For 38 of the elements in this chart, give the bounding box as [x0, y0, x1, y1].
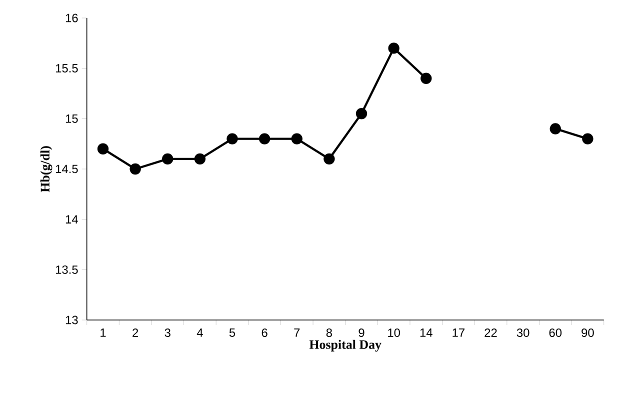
point: [291, 133, 302, 144]
y-tick-label: 13: [66, 316, 78, 324]
point: [226, 133, 238, 144]
point: [420, 72, 432, 84]
y-tick-label: 14: [66, 215, 78, 224]
point: [582, 133, 594, 144]
y-tick-label: 15.5: [56, 64, 78, 72]
x-tick-label: 22: [484, 328, 497, 337]
point: [258, 133, 270, 144]
x-axis-title: Hospital Day: [309, 340, 382, 352]
point: [550, 123, 561, 134]
x-tick-label: 3: [164, 328, 170, 337]
x-tick-label: 14: [420, 328, 432, 337]
point: [324, 153, 335, 165]
x-tick-label: 1: [100, 328, 106, 337]
x-tick-label: 30: [516, 328, 530, 337]
y-tick-label: 15: [66, 114, 78, 123]
x-tick-label: 10: [388, 328, 400, 337]
point: [130, 163, 141, 175]
y-axis-title: Hb(g/dl): [40, 146, 52, 192]
x-tick-label: 90: [582, 328, 594, 337]
y-tick-label: 14.5: [56, 164, 78, 174]
x-tick-label: 9: [358, 328, 364, 337]
x-tick-label: 17: [452, 328, 464, 337]
point: [356, 108, 368, 120]
point: [194, 153, 206, 165]
x-tick-label: 60: [549, 328, 562, 337]
point: [97, 143, 109, 154]
point: [162, 153, 174, 165]
x-tick-label: 2: [132, 328, 138, 337]
y-tick-label: 16: [66, 14, 78, 22]
x-tick-label: 7: [294, 328, 300, 337]
y-tick-label: 13.5: [56, 265, 78, 274]
x-tick-label: 8: [326, 328, 332, 337]
x-tick-label: 5: [229, 328, 236, 337]
point: [388, 42, 400, 54]
x-tick-label: 6: [262, 328, 268, 337]
x-tick-label: 4: [196, 328, 203, 337]
